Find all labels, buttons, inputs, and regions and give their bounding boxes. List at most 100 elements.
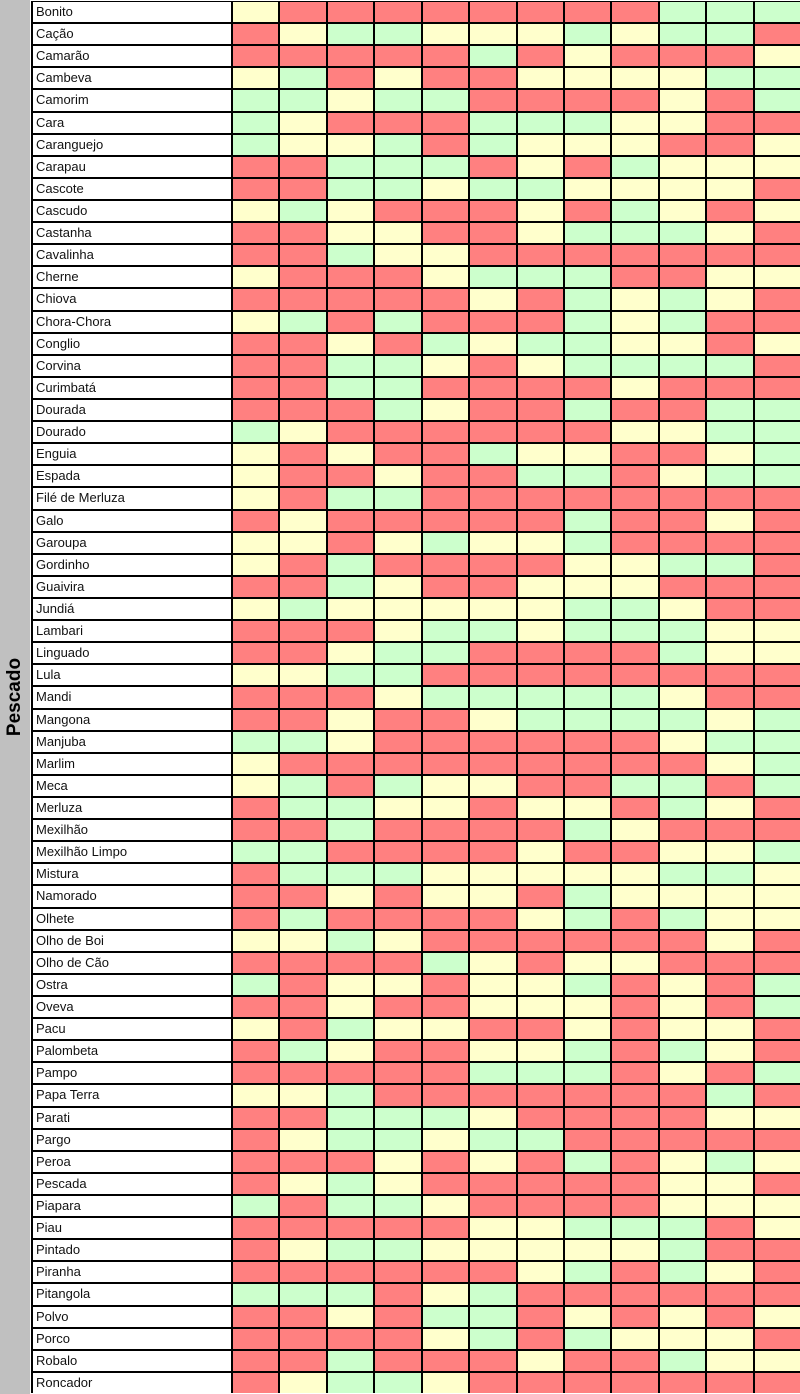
rating-cell-red[interactable] xyxy=(564,1173,611,1194)
rating-cell-yellow[interactable] xyxy=(517,598,563,620)
rating-cell-red[interactable] xyxy=(280,709,326,730)
rating-cell-red[interactable] xyxy=(280,687,326,708)
rating-cell-green[interactable] xyxy=(327,1240,374,1261)
rating-cell-yellow[interactable] xyxy=(517,842,563,863)
rating-cell-yellow[interactable] xyxy=(612,333,658,354)
rating-cell-yellow[interactable] xyxy=(659,1019,706,1040)
rating-cell-red[interactable] xyxy=(422,68,469,89)
rating-cell-green[interactable] xyxy=(659,1262,706,1283)
rating-cell-red[interactable] xyxy=(754,1173,800,1194)
rating-cell-green[interactable] xyxy=(280,1284,326,1305)
rating-cell-red[interactable] xyxy=(375,996,421,1018)
rating-cell-yellow[interactable] xyxy=(422,598,469,620)
rating-cell-red[interactable] xyxy=(470,1173,516,1194)
rating-cell-yellow[interactable] xyxy=(612,311,658,332)
rating-cell-green[interactable] xyxy=(659,864,706,885)
rating-cell-red[interactable] xyxy=(233,1041,279,1062)
rating-cell-red[interactable] xyxy=(233,576,279,597)
rating-cell-yellow[interactable] xyxy=(422,178,469,199)
rating-cell-green[interactable] xyxy=(754,842,800,863)
rating-cell-green[interactable] xyxy=(517,709,563,730)
rating-cell-green[interactable] xyxy=(327,1107,374,1128)
rating-cell-yellow[interactable] xyxy=(517,68,563,89)
rating-cell-red[interactable] xyxy=(375,753,421,774)
rating-cell-yellow[interactable] xyxy=(233,466,279,487)
rating-cell-yellow[interactable] xyxy=(707,1041,753,1062)
rating-cell-yellow[interactable] xyxy=(233,200,279,222)
rating-cell-yellow[interactable] xyxy=(659,1195,706,1217)
rating-cell-green[interactable] xyxy=(564,621,611,642)
rating-cell-red[interactable] xyxy=(659,1284,706,1305)
rating-cell-yellow[interactable] xyxy=(659,598,706,620)
rating-cell-green[interactable] xyxy=(375,90,421,111)
rating-cell-yellow[interactable] xyxy=(754,267,800,288)
rating-cell-green[interactable] xyxy=(659,643,706,664)
rating-cell-red[interactable] xyxy=(564,1195,611,1217)
rating-cell-green[interactable] xyxy=(327,1173,374,1194)
rating-cell-red[interactable] xyxy=(754,1085,800,1106)
rating-cell-yellow[interactable] xyxy=(707,444,753,465)
rating-cell-green[interactable] xyxy=(517,333,563,354)
rating-cell-red[interactable] xyxy=(470,731,516,752)
rating-cell-green[interactable] xyxy=(707,731,753,752)
rating-cell-red[interactable] xyxy=(707,687,753,708)
rating-cell-yellow[interactable] xyxy=(422,1195,469,1217)
rating-cell-red[interactable] xyxy=(707,1129,753,1150)
rating-cell-red[interactable] xyxy=(470,797,516,819)
rating-cell-red[interactable] xyxy=(470,1085,516,1106)
rating-cell-yellow[interactable] xyxy=(612,1328,658,1349)
rating-cell-green[interactable] xyxy=(707,68,753,89)
rating-cell-yellow[interactable] xyxy=(659,466,706,487)
rating-cell-red[interactable] xyxy=(754,24,800,45)
rating-cell-green[interactable] xyxy=(659,1041,706,1062)
rating-cell-yellow[interactable] xyxy=(707,1350,753,1371)
rating-cell-red[interactable] xyxy=(375,886,421,907)
rating-cell-red[interactable] xyxy=(517,1306,563,1327)
rating-cell-yellow[interactable] xyxy=(754,886,800,907)
rating-cell-yellow[interactable] xyxy=(233,1019,279,1040)
rating-cell-red[interactable] xyxy=(517,1195,563,1217)
rating-cell-yellow[interactable] xyxy=(422,267,469,288)
rating-cell-red[interactable] xyxy=(375,444,421,465)
rating-cell-red[interactable] xyxy=(754,112,800,133)
rating-cell-yellow[interactable] xyxy=(659,1328,706,1349)
rating-cell-yellow[interactable] xyxy=(422,1328,469,1349)
rating-cell-red[interactable] xyxy=(612,46,658,67)
rating-cell-yellow[interactable] xyxy=(707,1328,753,1349)
rating-cell-green[interactable] xyxy=(707,1085,753,1106)
rating-cell-red[interactable] xyxy=(612,510,658,531)
rating-cell-green[interactable] xyxy=(707,24,753,45)
rating-cell-red[interactable] xyxy=(422,709,469,730)
rating-cell-yellow[interactable] xyxy=(233,1085,279,1106)
rating-cell-red[interactable] xyxy=(612,1306,658,1327)
rating-cell-red[interactable] xyxy=(564,488,611,509)
rating-cell-green[interactable] xyxy=(707,355,753,376)
rating-cell-green[interactable] xyxy=(233,90,279,111)
rating-cell-green[interactable] xyxy=(564,1041,611,1062)
rating-cell-red[interactable] xyxy=(327,399,374,421)
rating-cell-red[interactable] xyxy=(233,1151,279,1172)
rating-cell-red[interactable] xyxy=(659,952,706,973)
rating-cell-red[interactable] xyxy=(612,1085,658,1106)
rating-cell-red[interactable] xyxy=(233,1218,279,1239)
rating-cell-red[interactable] xyxy=(659,820,706,841)
rating-cell-yellow[interactable] xyxy=(564,996,611,1018)
rating-cell-red[interactable] xyxy=(233,1350,279,1371)
rating-cell-yellow[interactable] xyxy=(375,598,421,620)
rating-cell-green[interactable] xyxy=(564,820,611,841)
rating-cell-red[interactable] xyxy=(327,112,374,133)
rating-cell-red[interactable] xyxy=(707,952,753,973)
rating-cell-red[interactable] xyxy=(280,1306,326,1327)
rating-cell-green[interactable] xyxy=(707,422,753,443)
rating-cell-red[interactable] xyxy=(375,2,421,23)
rating-cell-red[interactable] xyxy=(233,1129,279,1150)
rating-cell-red[interactable] xyxy=(470,908,516,929)
rating-cell-green[interactable] xyxy=(280,68,326,89)
rating-cell-yellow[interactable] xyxy=(422,1284,469,1305)
rating-cell-yellow[interactable] xyxy=(707,223,753,244)
rating-cell-yellow[interactable] xyxy=(280,1173,326,1194)
rating-cell-green[interactable] xyxy=(754,709,800,730)
rating-cell-red[interactable] xyxy=(280,267,326,288)
rating-cell-green[interactable] xyxy=(233,134,279,155)
rating-cell-red[interactable] xyxy=(233,245,279,266)
